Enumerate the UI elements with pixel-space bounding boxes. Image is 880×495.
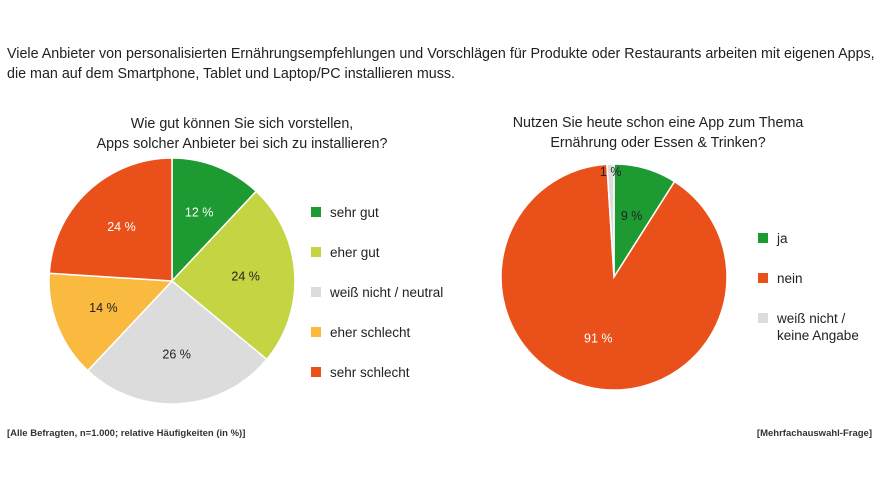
legend-label: weiß nicht / keine Angabe <box>777 310 859 344</box>
slice-label-eher-gut: 24 % <box>231 269 259 283</box>
legend-swatch <box>758 233 768 243</box>
legend-item-sehr-schlecht: sehr schlecht <box>311 364 410 381</box>
legend-label: eher schlecht <box>330 324 410 341</box>
legend-item-nein: nein <box>758 270 803 287</box>
legend-item-weiss-nicht-keine-angabe: weiß nicht / keine Angabe <box>758 310 859 344</box>
legend-installation: sehr gut eher gut weiß nicht / neutral eher… <box>311 204 491 384</box>
legend-item-weiss-nicht-neutral: weiß nicht / neutral <box>311 284 443 301</box>
chart-title-left: Wie gut können Sie sich vorstellen, Apps… <box>42 114 442 154</box>
legend-item-ja: ja <box>758 230 788 247</box>
chart-title-right: Nutzen Sie heute schon eine App zum Them… <box>458 113 858 153</box>
slice-label-ja: 9 % <box>621 209 643 223</box>
slice-label-nein: 91 % <box>584 331 613 345</box>
legend-label-line: sehr gut <box>330 205 379 220</box>
slice-label-eher-schlecht: 14 % <box>89 301 118 315</box>
legend-swatch <box>311 327 321 337</box>
legend-label: weiß nicht / neutral <box>330 284 443 301</box>
legend-label-line: weiß nicht / neutral <box>330 285 444 300</box>
legend-swatch <box>758 273 768 283</box>
legend-swatch <box>311 367 321 377</box>
slice-label-sehr-gut: 12 % <box>185 205 214 219</box>
legend-swatch <box>758 313 768 323</box>
pie-chart-installation: 12 % 24 % 26 % 14 % 24 % <box>48 157 296 405</box>
chart-title-left-line-1: Wie gut können Sie sich vorstellen, <box>130 116 354 132</box>
legend-app-usage: ja nein weiß nicht / keine Angabe <box>758 230 878 350</box>
pie-slice-eher-schlecht <box>48 272 174 372</box>
intro-line-2: die man auf dem Smartphone, Tablet und L… <box>7 66 455 82</box>
legend-item-sehr-gut: sehr gut <box>311 204 379 221</box>
pie-slice-sehr-gut <box>171 157 258 283</box>
footnote-question-type: [Mehrfachauswahl-Frage] <box>756 428 872 439</box>
legend-label: ja <box>777 230 788 247</box>
legend-swatch <box>311 247 321 257</box>
legend-label: eher gut <box>330 244 380 261</box>
legend-label-line: ja <box>777 231 788 246</box>
legend-label-line: eher schlecht <box>330 325 411 340</box>
pie-chart-app-usage: 9 % 91 % 1 % <box>500 163 728 391</box>
legend-label: nein <box>777 270 803 287</box>
legend-label-line: weiß nicht / <box>777 311 846 326</box>
legend-label: sehr schlecht <box>330 364 410 381</box>
pie-slice-nein <box>500 163 728 391</box>
legend-swatch <box>311 207 321 217</box>
legend-item-eher-gut: eher gut <box>311 244 380 261</box>
legend-label-line: nein <box>777 271 803 286</box>
intro-text: Viele Anbieter von personalisierten Ernä… <box>7 44 875 84</box>
legend-label-line: keine Angabe <box>777 328 859 343</box>
intro-line-1: Viele Anbieter von personalisierten Ernä… <box>7 46 875 62</box>
chart-title-right-line-1: Nutzen Sie heute schon eine App zum Them… <box>512 115 804 131</box>
chart-title-right-line-2: Ernährung oder Essen & Trinken? <box>550 135 766 151</box>
legend-label: sehr gut <box>330 204 379 221</box>
pie-slice-weiss-nicht-keine-angabe <box>606 163 615 278</box>
legend-label-line: sehr schlecht <box>330 365 410 380</box>
slice-label-weiss-nicht-keine-angabe: 1 % <box>600 165 622 179</box>
footnote-sample: [Alle Befragten, n=1.000; relative Häufi… <box>7 428 246 439</box>
pie-slice-weiss-nicht-neutral <box>86 279 268 405</box>
pie-slice-eher-gut <box>170 190 296 361</box>
slice-label-weiss-nicht-neutral: 26 % <box>162 348 191 362</box>
slice-label-sehr-schlecht: 24 % <box>107 220 136 234</box>
chart-title-left-line-2: Apps solcher Anbieter bei sich zu instal… <box>96 136 388 152</box>
legend-label-line: eher gut <box>330 245 380 260</box>
legend-swatch <box>311 287 321 297</box>
pie-slice-sehr-schlecht <box>48 157 173 282</box>
legend-item-eher-schlecht: eher schlecht <box>311 324 410 341</box>
